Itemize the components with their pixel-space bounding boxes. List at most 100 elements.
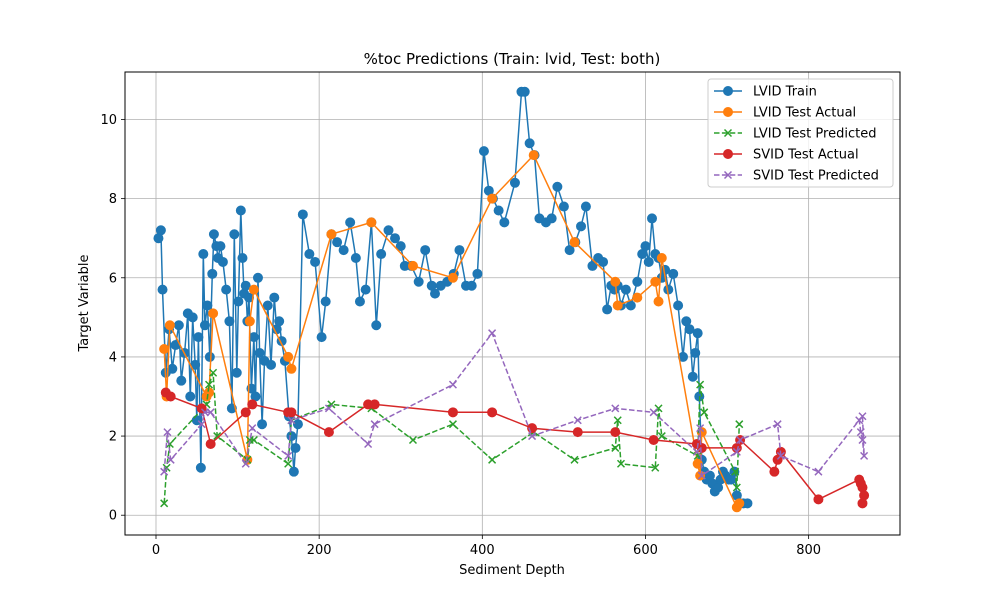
data-point [185, 391, 196, 402]
data-point [166, 455, 175, 464]
legend-label-lvid-test-predicted: LVID Test Predicted [753, 127, 876, 142]
data-point [487, 193, 498, 204]
data-point [647, 213, 657, 224]
legend-marker-lvid-test-actual [723, 107, 733, 117]
data-point [248, 424, 257, 433]
data-point [274, 316, 285, 327]
data-point [651, 463, 660, 472]
data-point [773, 420, 782, 429]
x-axis-label: Sediment Depth [459, 563, 565, 578]
data-point [616, 459, 626, 468]
data-point [413, 276, 424, 287]
data-point [350, 252, 361, 263]
data-point [257, 419, 268, 430]
data-point [488, 329, 497, 338]
y-tick-label: 2 [109, 430, 117, 445]
legend-box [707, 78, 894, 188]
data-point [673, 300, 684, 311]
data-point [207, 268, 218, 279]
data-point [653, 296, 664, 307]
data-point [696, 424, 705, 433]
data-point [160, 499, 169, 508]
data-point [611, 443, 620, 452]
data-point [732, 447, 741, 456]
data-point [610, 427, 621, 438]
data-point [430, 288, 440, 299]
legend: LVID Train LVID Test Actual LVID Test Pred… [707, 78, 894, 188]
data-point [570, 455, 579, 464]
data-point [860, 451, 869, 460]
data-point [769, 466, 780, 477]
data-point [165, 391, 176, 402]
legend-label-svid-test-actual: SVID Test Actual [753, 148, 859, 163]
data-point [326, 229, 337, 240]
legend-label-lvid-test-actual: LVID Test Actual [753, 106, 856, 121]
data-point [576, 221, 587, 232]
data-point [304, 249, 315, 260]
data-point [204, 380, 214, 389]
y-tick-label: 8 [109, 192, 117, 207]
data-point [640, 241, 651, 252]
data-point [687, 371, 698, 382]
y-tick-label: 10 [100, 113, 117, 128]
data-point [217, 256, 228, 267]
data-point [632, 276, 643, 287]
data-point [632, 292, 643, 303]
data-point [221, 284, 232, 295]
data-point [408, 435, 418, 445]
x-tick-label: 600 [633, 543, 658, 558]
data-point [552, 181, 563, 192]
data-point [209, 368, 218, 377]
data-point [231, 367, 242, 378]
data-point [407, 260, 418, 271]
data-point [244, 316, 255, 327]
data-point [165, 439, 174, 449]
data-point [233, 296, 244, 307]
data-point [364, 439, 373, 449]
data-point [613, 416, 622, 425]
data-point [292, 419, 303, 430]
data-point [167, 363, 178, 374]
data-point [323, 427, 334, 438]
data-point [692, 328, 703, 339]
data-point [454, 245, 465, 256]
data-point [215, 241, 226, 252]
data-point [573, 416, 582, 425]
series-svid-test-actual [160, 387, 870, 509]
data-point [395, 241, 406, 252]
data-point [164, 320, 175, 331]
data-point [163, 428, 172, 437]
data-point [858, 412, 867, 421]
data-point [252, 272, 263, 283]
data-point [696, 380, 705, 389]
data-point [254, 347, 265, 358]
data-point [157, 284, 168, 295]
data-point [320, 296, 331, 307]
x-tick-label: 400 [470, 543, 495, 558]
series-lvid-test-actual [159, 150, 745, 513]
data-point [643, 256, 654, 267]
legend-marker-svid-test-actual [723, 149, 733, 159]
data-point [240, 280, 251, 291]
data-point [857, 482, 868, 493]
data-point [692, 447, 701, 456]
data-point [472, 268, 483, 279]
data-point [369, 399, 380, 410]
data-point [612, 300, 623, 311]
data-point [237, 252, 248, 263]
data-point [286, 407, 297, 418]
data-point [202, 300, 213, 311]
data-point [176, 375, 187, 386]
plot-frame [124, 71, 901, 536]
data-point [240, 407, 251, 418]
data-point [700, 408, 709, 417]
x-tick-label: 0 [152, 543, 160, 558]
x-tick-label: 200 [307, 543, 332, 558]
data-point [648, 435, 659, 446]
data-point [857, 498, 868, 509]
data-point [371, 320, 382, 331]
data-point [558, 201, 569, 212]
data-point [235, 205, 246, 216]
data-point [524, 138, 535, 149]
data-point [493, 205, 504, 216]
